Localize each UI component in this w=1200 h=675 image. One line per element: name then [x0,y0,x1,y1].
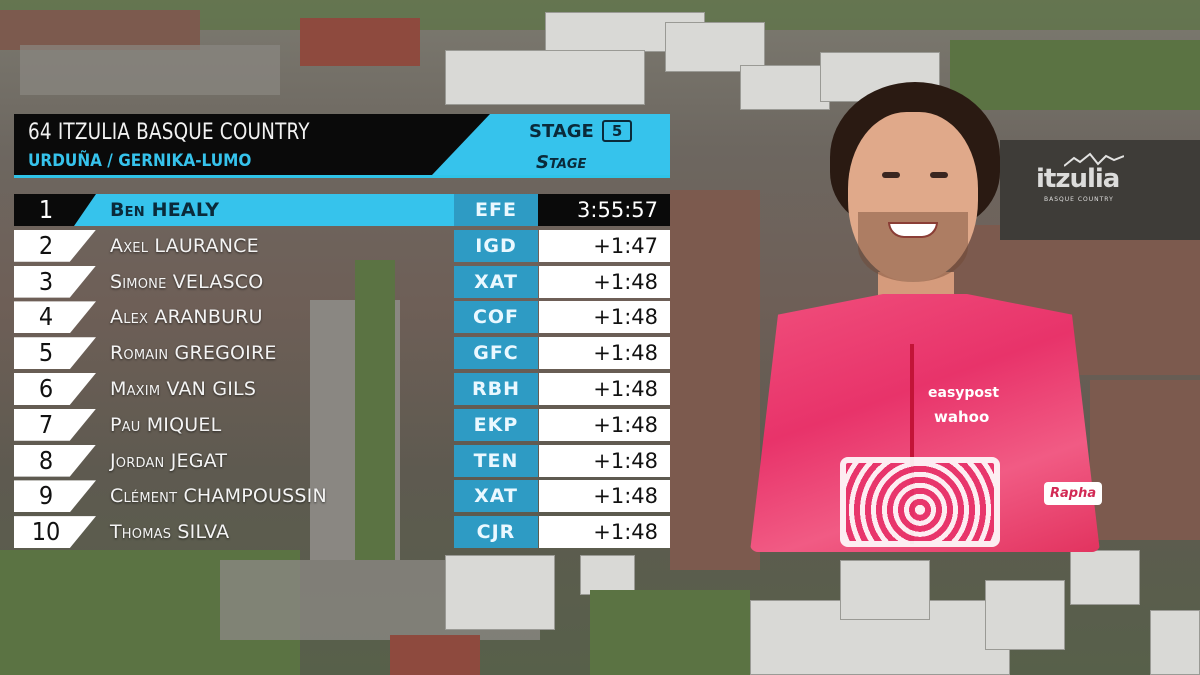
rank: 3 [38,266,54,296]
team-code: XAT [454,265,538,298]
result-row-leader: 1 Ben HEALY EFE 3:55:57 [14,193,670,229]
rider-name: Maxim VAN GILS [110,377,257,400]
rider-face [848,112,978,282]
time-gap: +1:48 [539,480,670,513]
rank: 6 [38,373,54,403]
team-code: TEN [454,444,538,477]
time-gap: +1:48 [539,408,670,441]
rank: 8 [38,445,54,475]
rider-eye [882,172,900,178]
time-gap: +1:48 [539,301,670,334]
team-code: CJR [454,516,538,549]
rider-name: Axel LAURANCE [110,234,259,257]
stage-indicator: STAGE 5 [529,120,633,142]
logo-wordmark: itzulia [1036,164,1120,194]
mountain-icon [1064,152,1124,167]
result-row: 2 Axel LAURANCE IGD +1:47 [14,229,670,265]
classification-type: Stage [536,152,587,173]
time-gap: +1:48 [539,516,670,549]
rank: 4 [38,302,54,332]
time-gap: +1:48 [539,372,670,405]
rider-portrait: easypost wahoo Rapha [750,82,1110,552]
finish-time: 3:55:57 [539,194,670,226]
result-row: 8 Jordan JEGAT TEN +1:48 [14,444,670,480]
sponsor-easypost: easypost [928,385,1000,401]
time-gap: +1:48 [539,444,670,477]
team-code: COF [454,301,538,334]
rider-name: Ben HEALY [110,199,220,221]
leader-highlight-band [74,194,454,226]
time-gap: +1:48 [539,265,670,298]
stage-route: URDUÑA / GERNIKA-LUMO [28,151,252,171]
rider-name: Clément CHAMPOUSSIN [110,485,327,508]
time-gap: +1:47 [539,229,670,262]
rank: 10 [31,517,61,547]
race-title: 64 ITZULIA BASQUE COUNTRY [28,120,310,145]
team-code: IGD [454,229,538,262]
ef-team-logo [840,457,1000,547]
team-code: XAT [454,480,538,513]
team-code: EFE [454,194,538,226]
rider-name: Simone VELASCO [110,270,264,293]
team-code: GFC [454,337,538,370]
rank: 9 [38,481,54,511]
stage-number-badge: 5 [601,120,633,142]
rank: 5 [38,338,54,368]
sponsor-rapha: Rapha [1044,482,1103,505]
rider-name: Pau MIQUEL [110,413,222,436]
result-row: 10 Thomas SILVA CJR +1:48 [14,515,670,551]
race-header-banner: 64 ITZULIA BASQUE COUNTRY URDUÑA / GERNI… [14,114,670,178]
result-row: 6 Maxim VAN GILS RBH +1:48 [14,372,670,408]
rider-name: Thomas SILVA [110,521,230,544]
team-code: RBH [454,372,538,405]
time-gap: +1:48 [539,337,670,370]
result-row: 9 Clément CHAMPOUSSIN XAT +1:48 [14,479,670,515]
sponsor-wahoo: wahoo [934,408,990,426]
result-row: 4 Alex ARANBURU COF +1:48 [14,300,670,336]
rider-name: Alex ARANBURU [110,306,263,329]
team-code: EKP [454,408,538,441]
rank: 7 [38,409,54,439]
results-table: 1 Ben HEALY EFE 3:55:57 2 Axel LAURANCE … [14,193,670,551]
result-row: 3 Simone VELASCO XAT +1:48 [14,265,670,301]
jersey-zip [910,344,914,544]
stage-label: STAGE [529,120,594,142]
rank: 1 [38,195,54,224]
result-row: 5 Romain GREGOIRE GFC +1:48 [14,336,670,372]
result-row: 7 Pau MIQUEL EKP +1:48 [14,408,670,444]
rider-name: Romain GREGOIRE [110,342,277,365]
itzulia-logo: itzulia BASQUE COUNTRY [1036,152,1146,207]
rank: 2 [38,230,54,260]
rider-eye [930,172,948,178]
rider-name: Jordan JEGAT [110,449,228,472]
logo-tagline: BASQUE COUNTRY [1044,196,1114,203]
